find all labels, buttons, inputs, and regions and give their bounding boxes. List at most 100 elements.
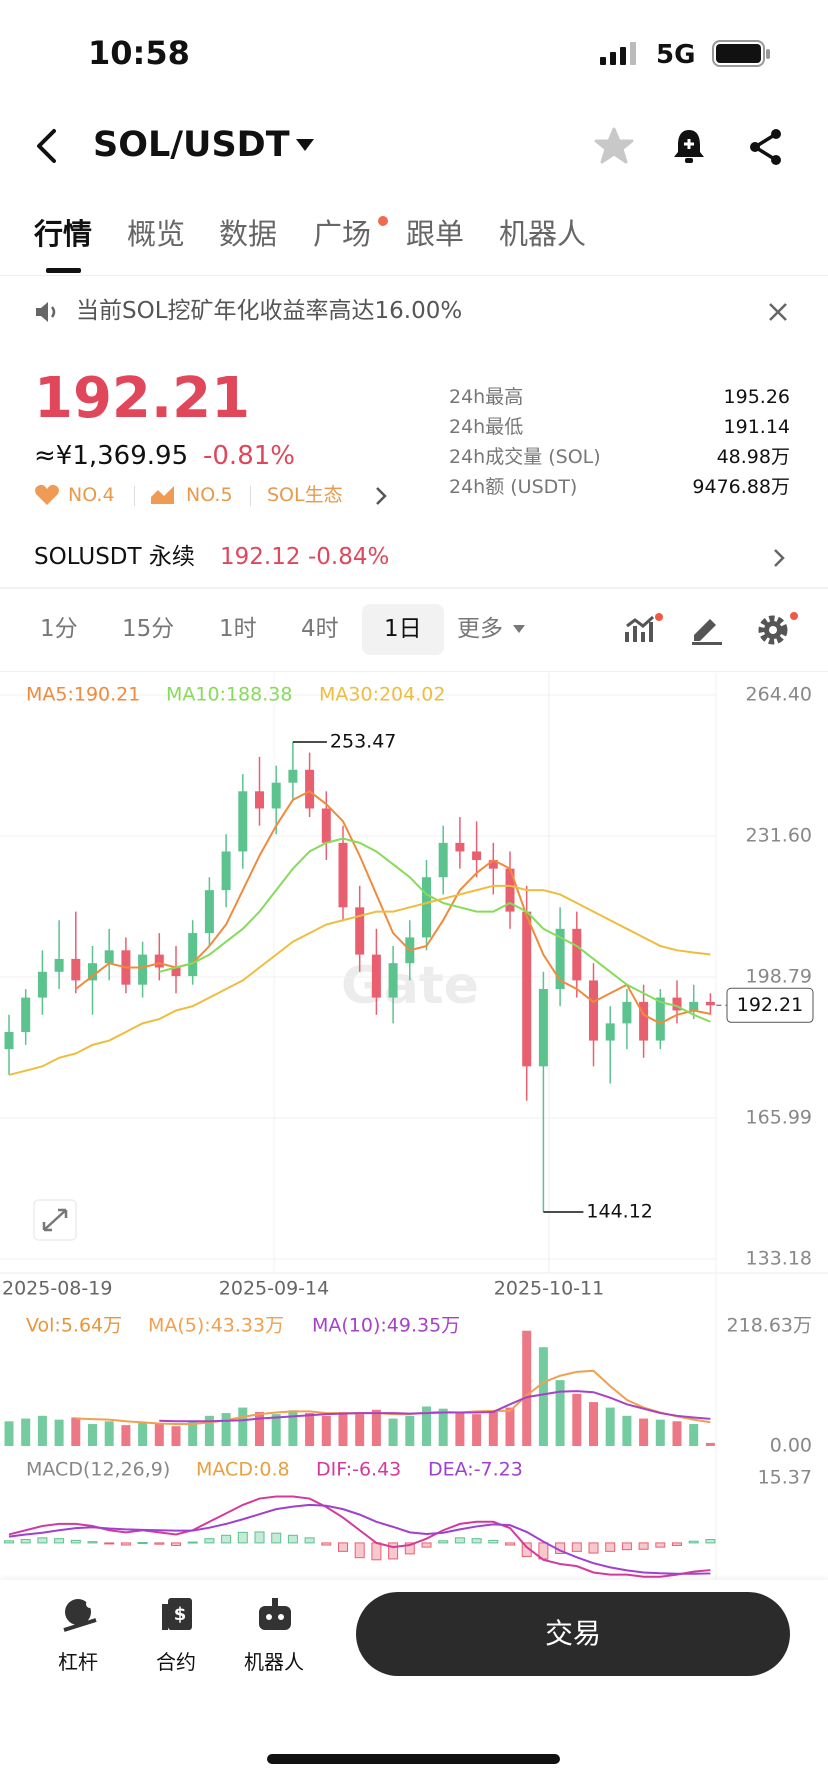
candle-body bbox=[221, 851, 231, 891]
macd-bar bbox=[388, 1542, 399, 1560]
rank-icon bbox=[151, 486, 174, 504]
candle-body bbox=[338, 842, 348, 908]
macd-bar bbox=[505, 1542, 515, 1546]
pair-dropdown[interactable] bbox=[296, 139, 316, 153]
candle-body bbox=[271, 782, 281, 809]
macd-legend: MACD(12,26,9) bbox=[26, 1459, 170, 1481]
ecosystem-badge[interactable]: SOL生态 bbox=[267, 484, 343, 506]
macd-bar bbox=[120, 1542, 131, 1546]
tab[interactable]: 数据 bbox=[219, 217, 278, 251]
macd-bar bbox=[4, 1540, 14, 1544]
timeframe[interactable]: 1时 bbox=[219, 616, 257, 642]
cny-price: ≈¥1,369.95 bbox=[34, 441, 189, 471]
favorite-button[interactable] bbox=[594, 127, 634, 165]
more-caret bbox=[513, 625, 525, 633]
trade-button[interactable] bbox=[356, 1592, 790, 1676]
volume-bar bbox=[488, 1411, 498, 1446]
macd-bar bbox=[605, 1542, 616, 1552]
candle-body bbox=[622, 1001, 632, 1024]
share-button[interactable] bbox=[748, 128, 784, 166]
macd-bar bbox=[655, 1542, 666, 1548]
timeframe[interactable]: 1日 bbox=[384, 616, 422, 642]
volume-bar bbox=[589, 1402, 598, 1446]
draw-button[interactable] bbox=[690, 613, 724, 645]
pair-title[interactable]: SOL/USDT bbox=[93, 125, 290, 165]
tab[interactable]: 广场 bbox=[313, 217, 372, 251]
macd-bar bbox=[354, 1542, 365, 1559]
candle-body bbox=[472, 851, 482, 861]
candle-body bbox=[672, 997, 682, 1011]
volume-bar bbox=[572, 1393, 582, 1446]
volume-bar bbox=[522, 1330, 532, 1446]
rank-badge[interactable]: NO.5 bbox=[186, 484, 233, 506]
macd-bar bbox=[571, 1542, 582, 1552]
bottom-item[interactable]: 合约 bbox=[156, 1650, 196, 1674]
macd-bar bbox=[204, 1538, 215, 1544]
home-indicator bbox=[267, 1754, 560, 1764]
macd-bar bbox=[87, 1541, 98, 1544]
trade-button-label[interactable]: 交易 bbox=[544, 1617, 601, 1650]
macd-bar bbox=[688, 1540, 699, 1544]
volume-bar bbox=[605, 1407, 615, 1446]
volume-bar bbox=[338, 1411, 348, 1446]
notice-close[interactable] bbox=[768, 302, 788, 322]
perpetual-price: 192.12 bbox=[220, 544, 301, 570]
volume-bar bbox=[422, 1406, 431, 1446]
alert-button[interactable] bbox=[672, 127, 706, 165]
stat-label: 24h额 (USDT) bbox=[449, 476, 578, 498]
bot-icon bbox=[259, 1598, 291, 1630]
perpetual-name[interactable]: SOLUSDT 永续 bbox=[34, 544, 195, 570]
volume-bar bbox=[238, 1407, 248, 1446]
rank-badge[interactable]: NO.4 bbox=[68, 484, 115, 506]
stat-value: 191.14 bbox=[723, 416, 790, 438]
candle-body bbox=[505, 868, 515, 912]
candle-body bbox=[238, 791, 248, 852]
legend-entry: MA30:204.02 bbox=[319, 684, 445, 706]
timeframe[interactable]: 更多 bbox=[457, 616, 503, 642]
indicator-button[interactable] bbox=[624, 612, 664, 646]
bottom-item[interactable]: 机器人 bbox=[244, 1650, 304, 1674]
candle-body bbox=[639, 1001, 649, 1041]
tab[interactable]: 概览 bbox=[127, 217, 186, 251]
tab[interactable]: 跟单 bbox=[406, 217, 465, 251]
speaker-icon bbox=[36, 302, 56, 322]
volume-bar bbox=[538, 1347, 548, 1446]
chevron[interactable] bbox=[772, 548, 786, 568]
candle-body bbox=[371, 954, 381, 998]
settings-button[interactable] bbox=[756, 610, 800, 646]
candle-body bbox=[589, 980, 598, 1041]
ma-line bbox=[8, 884, 711, 1076]
macd-bar bbox=[221, 1534, 232, 1544]
timeframe[interactable]: 4时 bbox=[301, 616, 339, 642]
timeframe[interactable]: 1分 bbox=[40, 616, 78, 642]
legend-entry: MA(10):49.35万 bbox=[312, 1315, 460, 1337]
stat-value: 48.98万 bbox=[716, 446, 790, 468]
macd-bar bbox=[338, 1542, 348, 1552]
candle-body bbox=[422, 877, 431, 938]
macd-bar bbox=[421, 1542, 432, 1548]
macd-bar bbox=[621, 1542, 632, 1551]
volume-bar bbox=[21, 1418, 31, 1446]
bottom-item[interactable]: 杠杆 bbox=[58, 1650, 98, 1674]
macd-bar bbox=[104, 1542, 115, 1545]
macd-bar bbox=[672, 1542, 682, 1546]
timeframe[interactable]: 15分 bbox=[122, 616, 175, 642]
tab-indicator bbox=[46, 268, 81, 273]
candle-body bbox=[288, 769, 298, 783]
candle-body bbox=[388, 963, 398, 998]
tab[interactable]: 行情 bbox=[34, 217, 93, 251]
price-panel bbox=[4, 741, 715, 1212]
candle-body bbox=[154, 954, 164, 968]
candle-body bbox=[705, 1001, 715, 1006]
notice-text[interactable]: 当前SOL挖矿年化收益率高达16.00% bbox=[76, 298, 463, 324]
back-button[interactable] bbox=[34, 128, 60, 164]
volume-bar bbox=[255, 1411, 264, 1446]
volume-bar bbox=[37, 1415, 47, 1446]
candle-body bbox=[555, 928, 565, 989]
macd-bar bbox=[54, 1538, 65, 1544]
perpetual-change: -0.84% bbox=[308, 544, 390, 570]
tab[interactable]: 机器人 bbox=[499, 217, 587, 251]
tab-badge-dot bbox=[378, 216, 388, 226]
candle-body bbox=[321, 808, 331, 843]
